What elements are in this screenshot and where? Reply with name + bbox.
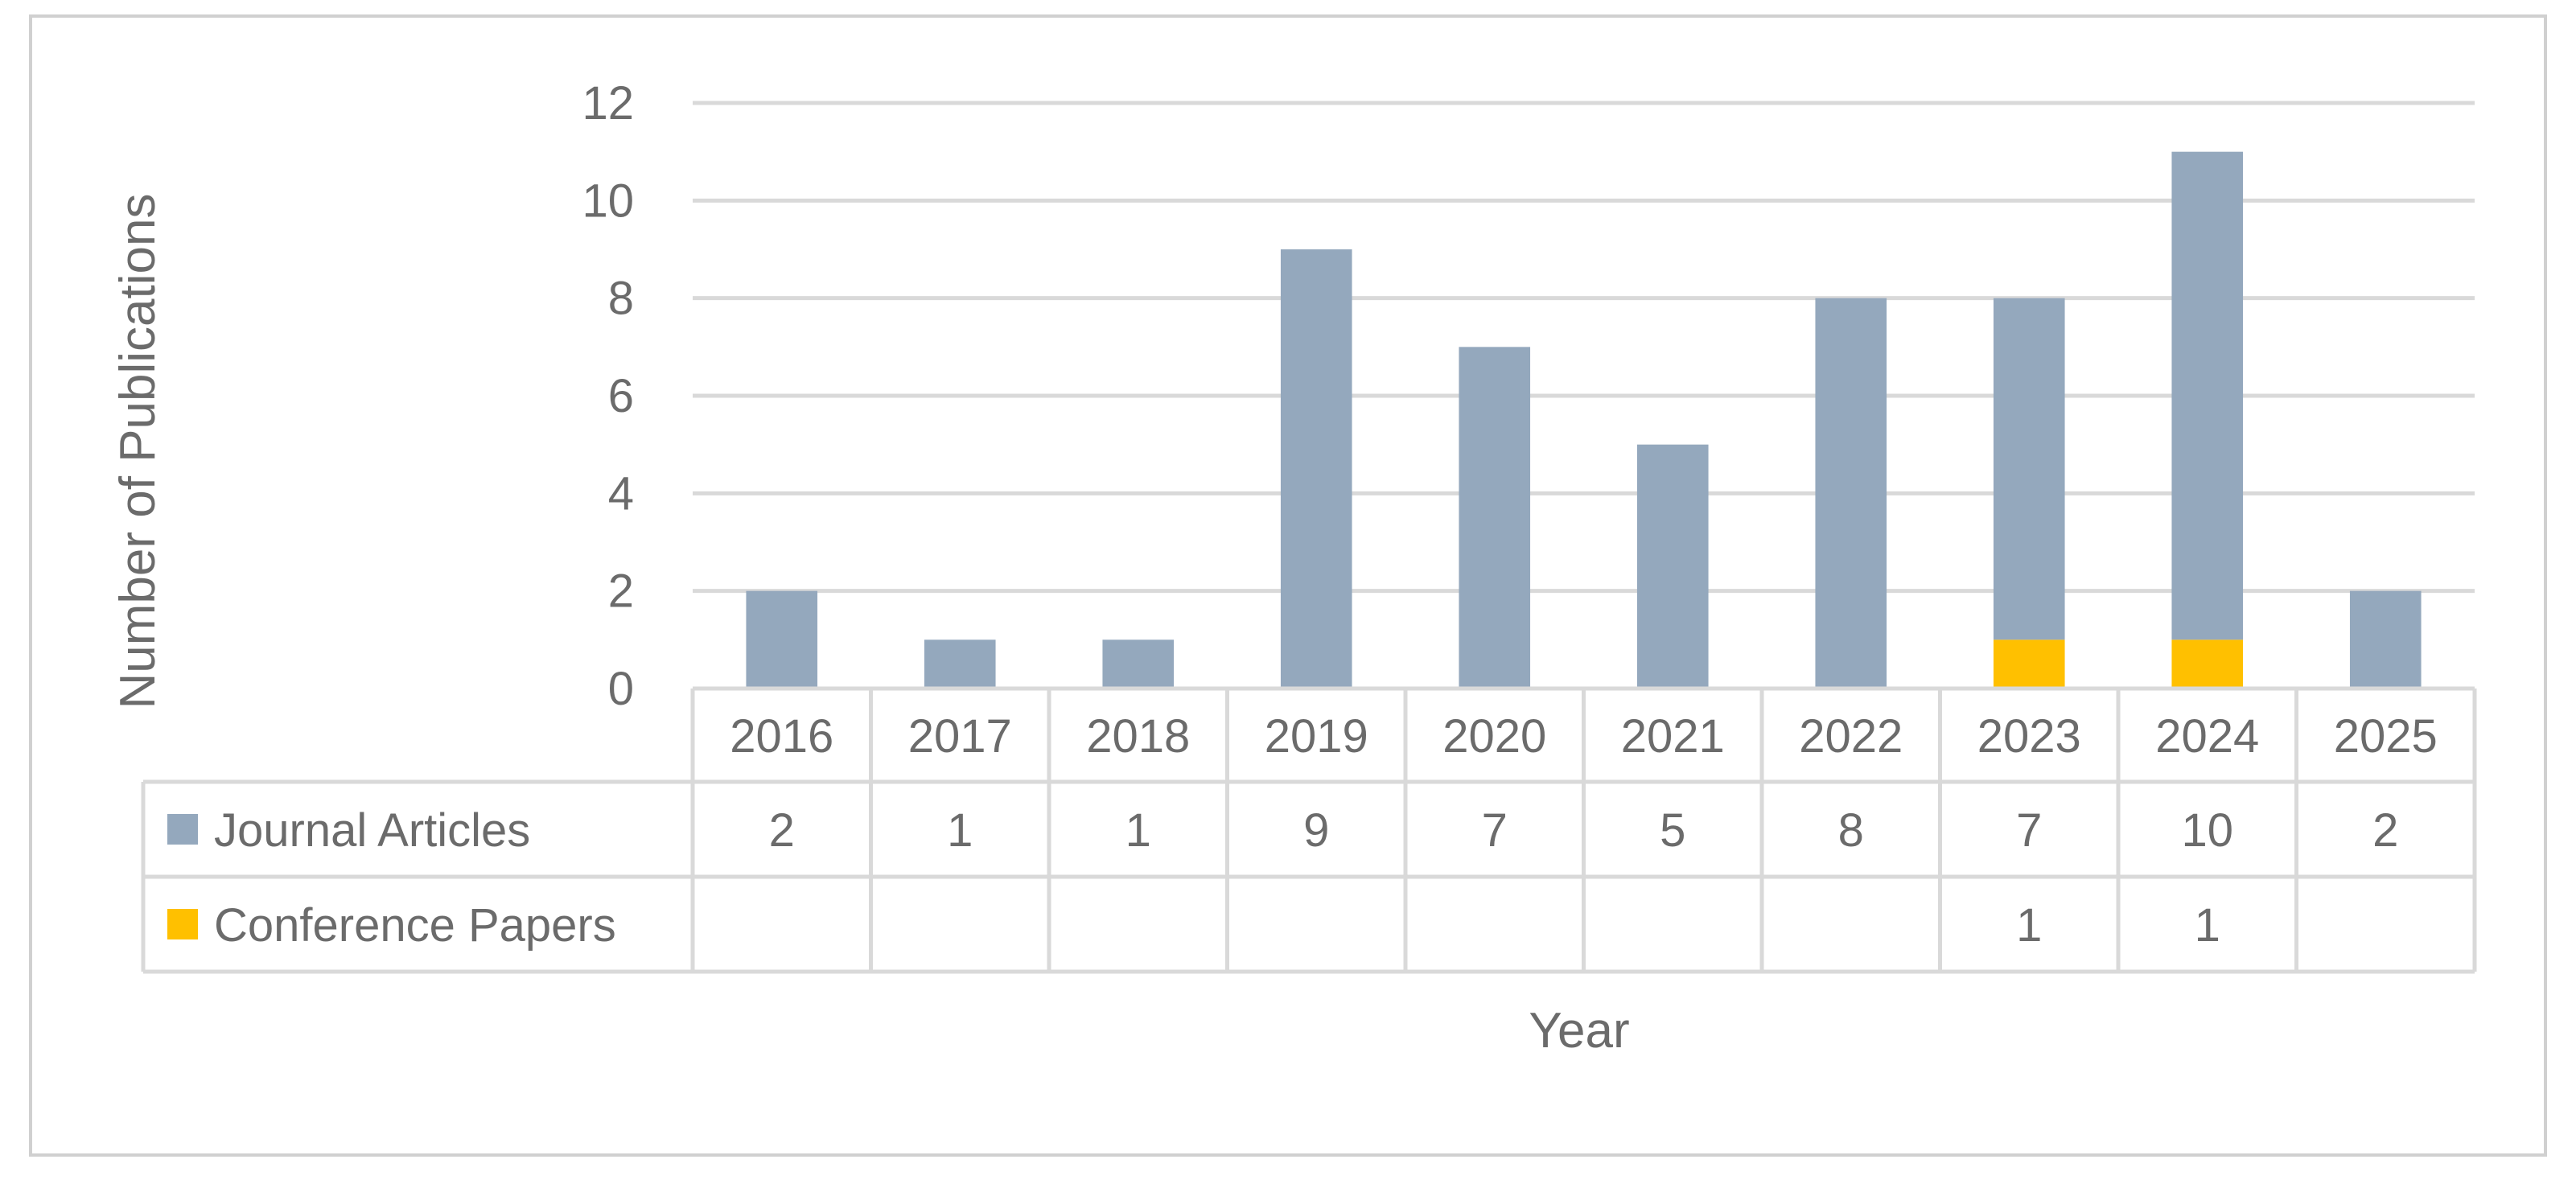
data-table: 2016 2017 2018 2019 2020 2021 2022 2023 2024 2025… xyxy=(141,686,2477,974)
x-tick-label: 2023 xyxy=(1977,710,2081,763)
bar-conference-papers xyxy=(2171,639,2244,689)
data-table-value: 5 xyxy=(1660,804,1685,857)
y-tick-label: 4 xyxy=(608,467,634,520)
data-table-value: 7 xyxy=(2016,804,2042,857)
data-table-value: 10 xyxy=(2181,804,2233,857)
data-table-value: 1 xyxy=(2016,899,2042,952)
bar-journal-articles xyxy=(1102,639,1175,689)
y-tick-label: 6 xyxy=(608,370,634,422)
bar-journal-articles xyxy=(924,639,996,689)
legend-key-journal-articles xyxy=(167,814,198,845)
bar-journal-articles xyxy=(1636,444,1709,689)
y-tick-label: 8 xyxy=(608,273,634,325)
data-table-value: 7 xyxy=(1482,804,1508,857)
legend-key-conference-papers xyxy=(167,909,198,939)
x-tick-label: 2017 xyxy=(908,710,1012,763)
x-tick-label: 2019 xyxy=(1265,710,1368,763)
x-tick-label: 2022 xyxy=(1799,710,1903,763)
data-table-value: 1 xyxy=(1125,804,1151,857)
data-table-value: 2 xyxy=(2372,804,2398,857)
legend-label-journal-articles: Journal Articles xyxy=(214,804,530,857)
bar-journal-articles xyxy=(2349,590,2422,689)
bar-journal-articles xyxy=(746,590,818,689)
bar-journal-articles xyxy=(1459,347,1531,689)
data-table-value: 2 xyxy=(769,804,795,857)
x-tick-label: 2024 xyxy=(2155,710,2259,763)
bar-journal-articles xyxy=(2171,151,2244,640)
y-tick-label: 10 xyxy=(582,175,634,227)
x-tick-label: 2021 xyxy=(1621,710,1725,763)
y-tick-labels: 0 2 4 6 8 10 12 xyxy=(582,77,634,715)
bars xyxy=(746,151,2422,689)
bar-journal-articles xyxy=(1993,298,2065,640)
data-table-value: 1 xyxy=(947,804,973,857)
y-tick-label: 2 xyxy=(608,565,634,618)
bar-journal-articles xyxy=(1280,249,1352,689)
x-tick-label: 2018 xyxy=(1086,710,1190,763)
bar-conference-papers xyxy=(1993,639,2065,689)
legend-label-conference-papers: Conference Papers xyxy=(214,899,616,952)
bar-journal-articles xyxy=(1815,298,1887,689)
data-table-value: 8 xyxy=(1838,804,1864,857)
x-tick-label: 2016 xyxy=(730,710,833,763)
y-tick-label: 12 xyxy=(582,77,634,130)
x-tick-label: 2020 xyxy=(1442,710,1546,763)
y-axis-label: Number of Publications xyxy=(110,194,166,709)
x-axis-label: Year xyxy=(1529,1003,1629,1059)
data-table-value: 9 xyxy=(1303,804,1329,857)
x-tick-label: 2025 xyxy=(2334,710,2438,763)
data-table-value: 1 xyxy=(2195,899,2220,952)
y-tick-label: 0 xyxy=(608,663,634,715)
